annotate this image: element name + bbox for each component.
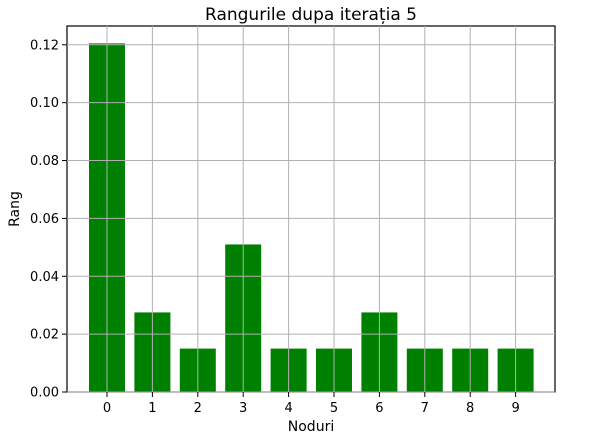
x-tick-label: 0: [103, 401, 111, 416]
x-tick-label: 9: [511, 401, 519, 416]
x-tick-label: 4: [284, 401, 292, 416]
bars: [89, 43, 534, 393]
y-axis-title: Rang: [7, 191, 23, 227]
y-tick-label: 0.04: [30, 270, 59, 285]
x-tick-label: 6: [375, 401, 383, 416]
x-tick-label: 1: [148, 401, 156, 416]
y-tick-label: 0.10: [30, 96, 59, 111]
chart-title: Rangurile dupa iterația 5: [205, 5, 417, 25]
y-tick-label: 0.08: [30, 154, 59, 169]
y-tick-label: 0.02: [30, 328, 59, 343]
x-tick-label: 3: [239, 401, 247, 416]
y-tick-label: 0.12: [30, 38, 59, 53]
x-tick-label: 7: [421, 401, 429, 416]
y-tick-label: 0.06: [30, 212, 59, 227]
y-tick-label: 0.00: [30, 386, 59, 401]
x-tick-label: 2: [194, 401, 202, 416]
x-tick-label: 8: [466, 401, 474, 416]
x-tick-label: 5: [330, 401, 338, 416]
x-axis-title: Noduri: [288, 419, 334, 435]
axis-ticks: 0 1 2 3 4 5 6 7 8 9 0.00 0.02 0.04 0.06 0.08 0.10 0.12: [30, 26, 555, 416]
